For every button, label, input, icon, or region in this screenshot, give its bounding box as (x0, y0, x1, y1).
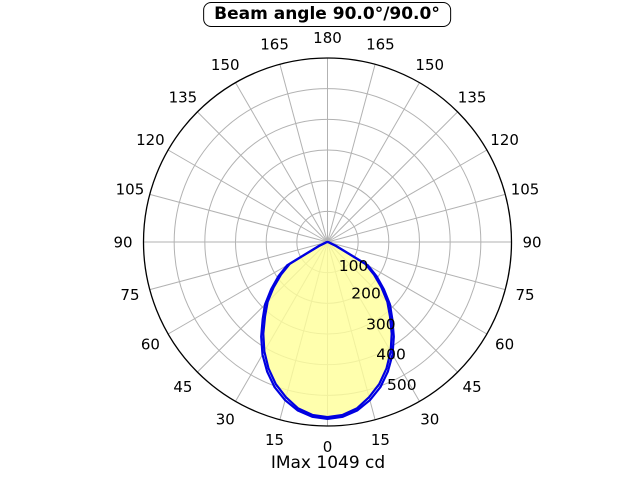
angle-tick-label: 45 (173, 378, 192, 396)
angle-tick-label: 120 (490, 131, 519, 149)
angle-tick-label: 60 (141, 336, 160, 354)
angle-tick-label: 135 (169, 89, 198, 107)
angle-tick-label: 120 (136, 131, 165, 149)
angle-tick-label: 180 (313, 29, 342, 47)
angle-tick-label: 90 (522, 233, 541, 251)
chart-title: Beam angle 90.0°/90.0° (214, 4, 440, 24)
outer-circle (142, 57, 513, 427)
angle-tick-label: 30 (216, 410, 235, 428)
imax-label: IMax 1049 cd (270, 453, 386, 473)
radius-tick-label: 200 (351, 285, 381, 303)
radius-tick-label: 400 (376, 346, 406, 364)
intensity-curve-c0 (260, 240, 395, 421)
angle-tick-label: 60 (495, 336, 514, 354)
radius-tick-label: 500 (387, 376, 417, 394)
radius-tick-label: 100 (339, 257, 369, 275)
angle-tick-label: 150 (211, 56, 240, 74)
angle-tick-label: 150 (415, 56, 444, 74)
angle-tick-label: 0 (323, 438, 333, 456)
angle-tick-label: 105 (511, 180, 540, 198)
angle-tick-label: 45 (463, 378, 482, 396)
angle-tick-label: 105 (116, 180, 145, 198)
angle-tick-label: 75 (515, 286, 534, 304)
angle-tick-label: 135 (458, 89, 487, 107)
angle-tick-label: 75 (120, 286, 139, 304)
angle-tick-label: 30 (420, 410, 439, 428)
radius-tick-label: 300 (366, 316, 396, 334)
angle-tick-label: 165 (260, 36, 289, 54)
title-box: Beam angle 90.0°/90.0° (203, 2, 451, 27)
angle-tick-label: 90 (113, 233, 132, 251)
angle-tick-label: 165 (366, 36, 395, 54)
angle-tick-label: 15 (371, 431, 390, 449)
angle-tick-label: 15 (265, 431, 284, 449)
beam-fill (263, 242, 392, 418)
